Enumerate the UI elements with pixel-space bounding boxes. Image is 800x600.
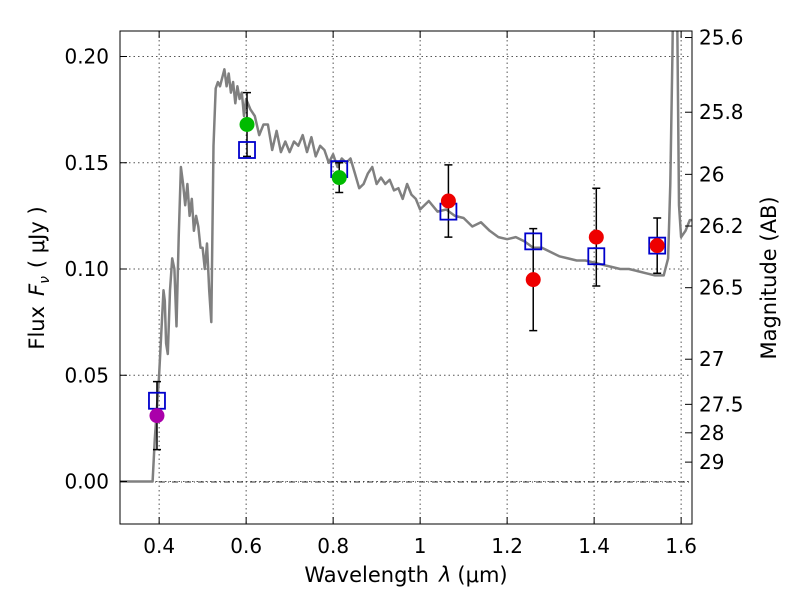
tick-layer: 0.4 0.6 0.8 1 1.2 1.4 1.6 0.00 0.05 0.10 0.15 0.20 2… xyxy=(64,26,743,558)
x-tick-label: 0.6 xyxy=(230,534,262,558)
observed-point xyxy=(440,193,456,209)
observed-point xyxy=(649,238,665,254)
x-tick-label: 1.4 xyxy=(578,534,610,558)
y-tick-label: 0.00 xyxy=(64,470,109,494)
observed-point xyxy=(239,117,255,132)
model-photometry-square xyxy=(238,141,256,159)
y-tick-label: 0.10 xyxy=(64,257,109,281)
model-photometry-square xyxy=(524,232,543,251)
magnitude-tick-label: 28 xyxy=(699,421,724,445)
y-tick-label: 0.05 xyxy=(64,363,109,387)
magnitude-tick-label: 26.5 xyxy=(699,276,744,300)
x-tick-label: 0.4 xyxy=(143,534,175,558)
model-photometry-square xyxy=(587,247,606,266)
data-layer xyxy=(120,31,692,483)
observed-point xyxy=(525,272,541,288)
magnitude-tick-label: 25.8 xyxy=(699,100,744,124)
observed-point xyxy=(588,229,604,245)
observed-point xyxy=(149,408,165,424)
y-tick-label: 0.20 xyxy=(64,45,109,69)
x-tick-label: 1.2 xyxy=(491,534,523,558)
magnitude-tick-label: 26.2 xyxy=(699,214,744,238)
magnitude-tick-label: 26 xyxy=(699,162,724,186)
magnitude-tick-label: 25.6 xyxy=(699,26,744,50)
x-axis-label: Wavelength λ (μm) xyxy=(304,563,507,587)
magnitude-tick-label: 29 xyxy=(699,450,724,474)
spectrum-line xyxy=(120,31,692,483)
x-tick-label: 0.8 xyxy=(317,534,349,558)
y-axis-label: FluxFν( μJy ) xyxy=(25,206,53,349)
x-tick-label: 1.6 xyxy=(665,534,697,558)
magnitude-tick-label: 27.5 xyxy=(699,392,744,416)
magnitude-tick-label: 27 xyxy=(699,347,724,371)
magnitude-axis-label: Magnitude (AB) xyxy=(757,196,781,359)
plot-frame xyxy=(119,30,693,525)
x-tick-label: 1 xyxy=(414,534,427,558)
grid-layer xyxy=(120,31,692,524)
y-tick-label: 0.15 xyxy=(64,151,109,175)
observed-point xyxy=(331,170,347,186)
model-photometry-square xyxy=(648,236,667,255)
